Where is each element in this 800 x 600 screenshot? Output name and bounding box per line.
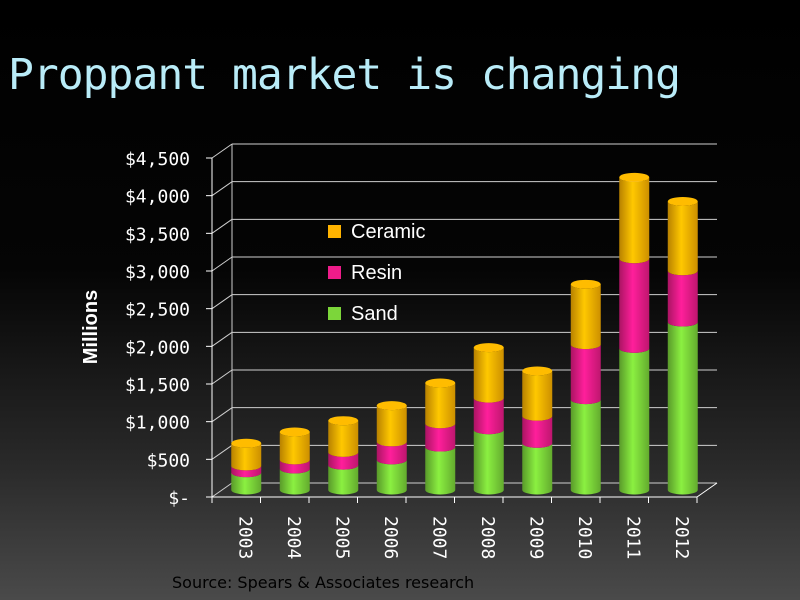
y-tick-label: $500 [147,450,190,471]
bar-ceramic-2004 [279,431,310,465]
bar-resin-2004 [279,459,310,474]
x-tick-label: 2003 [234,516,255,559]
bar-stack-2005 [328,416,359,495]
source-note: Source: Spears & Associates research [172,573,475,592]
legend-swatch-sand [328,307,341,320]
bar-ceramic-2011 [619,177,650,264]
bar-sand-2009 [522,443,553,495]
bar-ceramic-2007 [425,383,456,429]
bar-cap [619,172,650,182]
bar-stack-2003 [231,438,262,495]
bar-resin-2010 [570,344,601,405]
x-tick-label: 2005 [331,516,352,559]
bar-cap [522,366,553,376]
gridline-depth [211,218,233,234]
bar-resin-2007 [425,423,456,452]
y-tick-label: $1,000 [125,413,190,434]
bar-resin-2012 [667,270,698,327]
bar-ceramic-2008 [473,347,504,403]
y-tick-label: $2,000 [125,337,190,358]
bar-cap [231,438,262,448]
y-axis-title: Millions [80,290,102,364]
x-tick-label: 2011 [622,516,643,559]
gridline-depth [211,181,233,197]
bar-cap [328,416,359,426]
bar-stack-2010 [570,279,601,495]
bar-ceramic-2005 [328,420,359,457]
x-tick-label: 2007 [428,516,449,559]
bar-stack-2006 [376,401,407,495]
bar-sand-2010 [570,399,601,495]
bar-sand-2004 [279,468,310,495]
bar-sand-2011 [619,348,650,495]
y-tick-label: $- [168,488,190,509]
bar-sand-2005 [328,465,359,495]
gridline-depth [211,331,233,347]
bar-sand-2007 [425,447,456,495]
bar-ceramic-2010 [570,284,601,350]
y-tick-label: $1,500 [125,375,190,396]
y-tick-label: $4,000 [125,187,190,208]
bar-stack-2008 [473,343,504,495]
bar-cap [279,427,310,437]
bar-sand-2003 [231,472,262,495]
x-tick-label: 2004 [283,516,304,559]
legend-label-sand: Sand [351,303,398,325]
bar-cap [570,279,601,289]
y-tick-label: $2,500 [125,300,190,321]
gridline-depth [211,256,233,272]
legend-swatch-resin [328,266,341,279]
bar-resin-2009 [522,416,553,448]
gridline-depth [211,444,233,460]
bar-sand-2012 [667,322,698,495]
bar-cap [376,401,407,411]
bar-stack-2011 [619,172,650,495]
bar-resin-2003 [231,465,262,478]
legend-swatch-ceramic [328,225,341,238]
bar-ceramic-2003 [231,443,262,471]
bar-sand-2006 [376,459,407,495]
bar-cap [667,196,698,206]
x-tick-label: 2006 [380,516,401,559]
slide-title: Proppant market is changing [8,50,681,100]
bar-sand-2008 [473,429,504,495]
x-tick-label: 2008 [477,516,498,559]
bar-cap [473,343,504,353]
axis-layer: $- $500 $1,000 $1,500 $2,000 $2,500 $3,000 $3,5… [80,149,718,559]
bar-stack-2012 [667,196,698,495]
legend-label-ceramic: Ceramic [351,221,425,243]
legend-label-resin: Resin [351,262,402,284]
bar-ceramic-2012 [667,201,698,276]
bar-resin-2011 [619,258,650,353]
y-tick-label: $3,500 [125,224,190,245]
bar-stack-2004 [279,427,310,495]
floor-edge [696,482,718,498]
bar-stack-2009 [522,366,553,495]
bar-cap [425,378,456,388]
gridline-depth [211,294,233,310]
bar-layer [231,172,698,495]
bar-stack-2007 [425,378,456,495]
bar-resin-2008 [473,398,504,435]
bar-resin-2005 [328,452,359,470]
legend-layer: Ceramic Resin Sand [328,221,425,325]
bar-ceramic-2006 [376,405,407,447]
gridline-depth [211,369,233,385]
y-tick-label: $4,500 [125,149,190,170]
y-tick-label: $3,000 [125,262,190,283]
gridline-depth [211,407,233,423]
gridline-depth [211,143,233,159]
x-tick-label: 2009 [525,516,546,559]
x-tick-label: 2012 [671,516,692,559]
bar-resin-2006 [376,441,407,465]
x-tick-label: 2010 [574,516,595,559]
bar-ceramic-2009 [522,370,553,421]
gridline-depth [211,482,233,498]
